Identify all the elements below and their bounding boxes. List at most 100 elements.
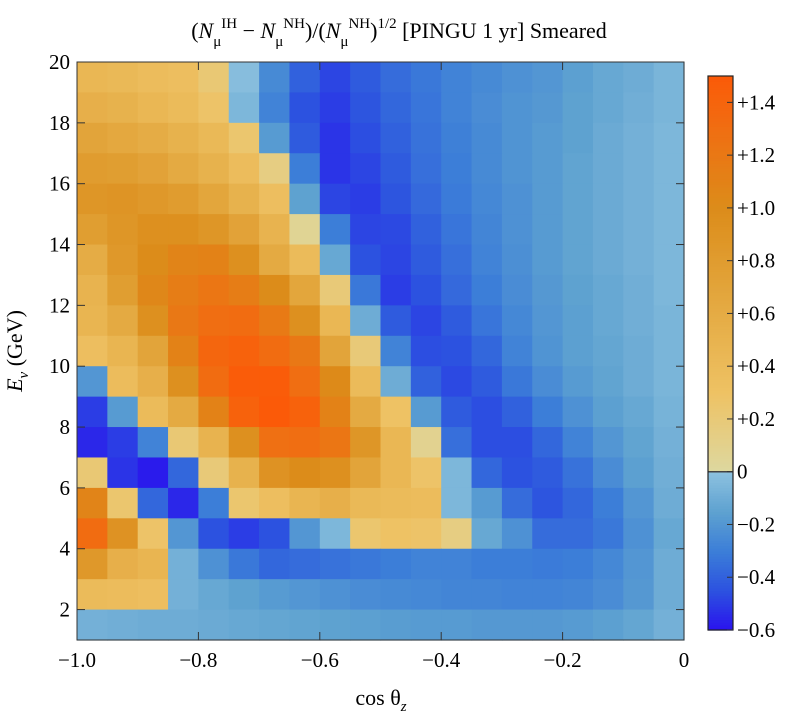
heatmap-cell [198, 366, 230, 398]
heatmap-cell [592, 518, 624, 550]
heatmap-cell [77, 457, 108, 489]
heatmap-cell [198, 335, 230, 367]
x-tick-label: −0.6 [301, 648, 339, 672]
colorbar-segment [708, 308, 733, 312]
colorbar-segment [708, 265, 733, 270]
colorbar-segment [708, 569, 733, 573]
heatmap-cell [623, 214, 655, 246]
title-power: 1/2 [377, 16, 396, 32]
colorbar-segment [708, 165, 733, 169]
heatmap-cell [441, 457, 473, 489]
colorbar-segment [708, 78, 733, 82]
title-sub-1: μ [213, 34, 221, 50]
colorbar-segment [708, 97, 733, 101]
heatmap-cell [350, 487, 382, 519]
heatmap-cell [198, 457, 230, 489]
colorbar-segment [708, 395, 733, 399]
heatmap-cell [137, 548, 169, 580]
heatmap-cell [228, 487, 260, 519]
x-axis-label-sub: z [400, 699, 407, 715]
heatmap-cell [77, 214, 108, 246]
colorbar-segment [708, 271, 733, 275]
heatmap-cell [592, 366, 624, 398]
heatmap-cell [441, 153, 473, 185]
colorbar-segment [708, 382, 733, 386]
colorbar-segment [708, 215, 733, 220]
colorbar-segment [708, 574, 733, 578]
colorbar-segment [708, 123, 733, 127]
heatmap-cell [137, 396, 169, 428]
x-tick-label: −0.2 [544, 648, 582, 672]
heatmap-cell [77, 92, 108, 124]
heatmap-cell [380, 153, 412, 185]
heatmap-cell [259, 427, 291, 459]
heatmap-cell [289, 92, 321, 124]
heatmap-cell [623, 548, 655, 580]
heatmap-cell [441, 518, 473, 550]
heatmap-cell [380, 609, 412, 641]
heatmap-cell [562, 548, 594, 580]
colorbar-segment [708, 353, 733, 357]
heatmap-cell [319, 366, 351, 398]
heatmap-cell [471, 214, 503, 246]
heatmap-cell [77, 244, 108, 276]
colorbar-segment [708, 89, 733, 93]
heatmap-cell [319, 214, 351, 246]
heatmap-cell [380, 335, 412, 367]
heatmap-cell [350, 427, 382, 459]
heatmap-cell [441, 122, 473, 154]
colorbar-segment [708, 252, 733, 256]
heatmap-cell [289, 244, 321, 276]
heatmap-cell [410, 457, 442, 489]
heatmap-cell [319, 274, 351, 306]
colorbar-segment [708, 366, 733, 370]
x-tick-label: −0.8 [179, 648, 217, 672]
title-sup-nh-2: NH [348, 16, 370, 32]
x-axis-ticks: −1.0 −0.8 −0.6 −0.4 −0.2 0 [58, 62, 689, 672]
colorbar-segment [708, 495, 733, 499]
heatmap-cell [380, 214, 412, 246]
colorbar-segment [708, 316, 733, 320]
heatmap-cell [168, 548, 199, 580]
heatmap-cell [592, 214, 624, 246]
heatmap-cell [168, 122, 199, 154]
heatmap-cell [653, 548, 685, 580]
heatmap-cell [107, 62, 139, 94]
heatmap-cell [350, 62, 382, 94]
heatmap-cell [653, 214, 685, 246]
heatmap-cell [501, 335, 533, 367]
heatmap-cell [592, 244, 624, 276]
colorbar-segment [708, 94, 733, 98]
heatmap-cell [137, 62, 169, 94]
heatmap-cell [350, 396, 382, 428]
colorbar-segment [708, 152, 733, 156]
colorbar-segment [708, 234, 733, 238]
colorbar-segment [708, 202, 733, 206]
colorbar-segment [708, 513, 733, 518]
heatmap-cell [441, 62, 473, 94]
colorbar-segment [708, 229, 733, 233]
colorbar-segment [708, 606, 733, 610]
heatmap-cell [471, 457, 503, 489]
heatmap-cell [168, 214, 199, 246]
heatmap-cell [410, 548, 442, 580]
heatmap-cell [653, 305, 685, 337]
colorbar-segment [708, 289, 733, 293]
title-n-nh: N [260, 18, 277, 43]
heatmap-cell [471, 122, 503, 154]
heatmap-cell [319, 122, 351, 154]
heatmap-cell [289, 366, 321, 398]
heatmap-cell [107, 335, 139, 367]
heatmap-cell [441, 274, 473, 306]
colorbar-segment [708, 231, 733, 235]
heatmap-cell [107, 274, 139, 306]
colorbar-segment [708, 400, 733, 404]
heatmap-cell [471, 427, 503, 459]
colorbar-segment [708, 479, 733, 483]
heatmap-cell [137, 609, 169, 641]
heatmap-cell [410, 244, 442, 276]
heatmap-cell [77, 62, 108, 94]
heatmap-cell [653, 62, 685, 94]
heatmap-cell [410, 335, 442, 367]
heatmap-cell [592, 427, 624, 459]
